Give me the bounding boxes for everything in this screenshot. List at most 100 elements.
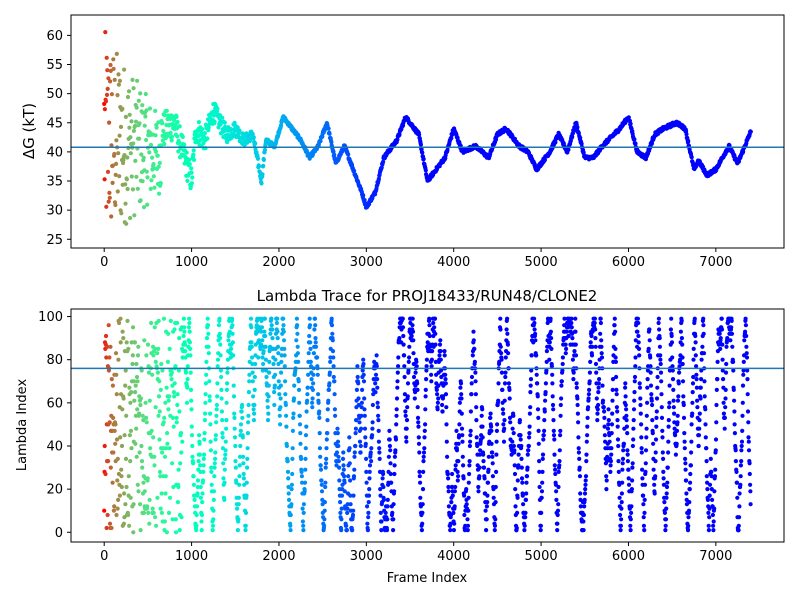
lambda-point: [144, 420, 149, 425]
lambda-point: [613, 355, 618, 360]
lambda-point: [513, 504, 518, 509]
lambda-point: [225, 381, 230, 386]
lambda-point: [209, 482, 214, 487]
lambda-point: [596, 390, 601, 395]
lambda-point: [269, 316, 274, 321]
lambda-point: [715, 377, 720, 382]
lambda-point: [324, 437, 329, 442]
lambda-point: [456, 474, 461, 479]
lambda-point: [157, 409, 162, 414]
lambda-point: [741, 359, 746, 364]
lambda-point: [522, 523, 527, 528]
lambda-point: [285, 459, 290, 464]
lambda-point: [478, 448, 483, 453]
lambda-point: [518, 437, 523, 442]
lambda-point: [284, 413, 289, 418]
lambda-point: [718, 346, 723, 351]
lambda-point: [741, 368, 746, 373]
lambda-point: [390, 510, 395, 515]
lambda-point: [161, 420, 166, 425]
lambda-point: [348, 478, 353, 483]
delta-g-point: [144, 108, 149, 113]
lambda-point: [394, 422, 399, 427]
lambda-point: [347, 461, 352, 466]
lambda-point: [129, 340, 134, 345]
lambda-point: [420, 502, 425, 507]
lambda-point: [249, 355, 255, 360]
lambda-point: [616, 443, 621, 449]
lambda-point: [593, 336, 598, 341]
lambda-point: [259, 316, 264, 321]
lambda-point: [166, 398, 171, 403]
lambda-point: [331, 364, 336, 369]
lambda-point: [493, 484, 498, 490]
lambda-point: [115, 478, 120, 483]
lambda-point: [406, 368, 411, 373]
lambda-point: [191, 482, 196, 487]
x-tick-label: 1000: [175, 549, 208, 564]
lambda-point: [223, 448, 228, 453]
lambda-point: [251, 418, 256, 423]
lambda-point: [540, 456, 545, 461]
lambda-point: [305, 398, 310, 403]
lambda-point: [671, 398, 676, 403]
lambda-point: [587, 370, 593, 375]
lambda-point: [405, 405, 410, 410]
lambda-point: [258, 346, 263, 351]
lambda-point: [122, 433, 127, 438]
lambda-point: [158, 387, 163, 392]
delta-g-point: [247, 138, 252, 144]
delta-g-point: [684, 132, 689, 137]
lambda-point: [190, 443, 195, 449]
lambda-point: [195, 491, 200, 496]
lambda-point: [266, 383, 271, 388]
lambda-point: [692, 316, 697, 321]
lambda-point: [331, 374, 336, 380]
lambda-point: [694, 385, 700, 390]
lambda-point: [569, 316, 574, 321]
lambda-point: [560, 355, 566, 360]
lambda-point: [202, 452, 207, 457]
lambda-point: [301, 528, 306, 533]
lambda-point: [548, 329, 554, 334]
lambda-point: [233, 459, 238, 464]
lambda-point: [387, 428, 392, 433]
lambda-point: [176, 368, 181, 373]
lambda-point: [424, 368, 429, 373]
delta-g-point: [443, 156, 448, 161]
lambda-point: [599, 351, 604, 356]
lambda-point: [139, 459, 145, 464]
delta-g-point: [129, 174, 134, 179]
lambda-point: [417, 474, 422, 479]
lambda-point: [367, 487, 372, 492]
lambda-point: [628, 528, 633, 533]
lambda-point: [502, 418, 507, 423]
lambda-point: [589, 333, 594, 339]
lambda-point: [494, 428, 499, 433]
delta-g-point: [626, 115, 631, 120]
delta-g-point: [153, 133, 158, 138]
lambda-point: [544, 349, 550, 354]
lambda-point: [319, 482, 324, 487]
lambda-point: [673, 452, 679, 457]
lambda-point: [167, 394, 172, 399]
lambda-point: [157, 469, 163, 474]
lambda-point: [291, 411, 296, 416]
delta-g-point: [128, 151, 133, 156]
lambda-point: [263, 333, 268, 339]
lambda-point: [253, 361, 258, 367]
lambda-point: [698, 396, 703, 401]
lambda-point: [138, 396, 143, 401]
lambda-point: [218, 353, 223, 358]
lambda-point: [220, 418, 225, 423]
lambda-point: [423, 407, 428, 412]
lambda-point: [192, 493, 197, 498]
lambda-point: [424, 377, 429, 382]
lambda-point: [643, 461, 648, 466]
lambda-point: [641, 515, 646, 520]
lambda-point: [281, 316, 286, 321]
lambda-point: [556, 469, 561, 474]
delta-g-point: [125, 186, 130, 192]
lambda-point: [143, 400, 148, 405]
delta-g-point: [104, 204, 109, 209]
